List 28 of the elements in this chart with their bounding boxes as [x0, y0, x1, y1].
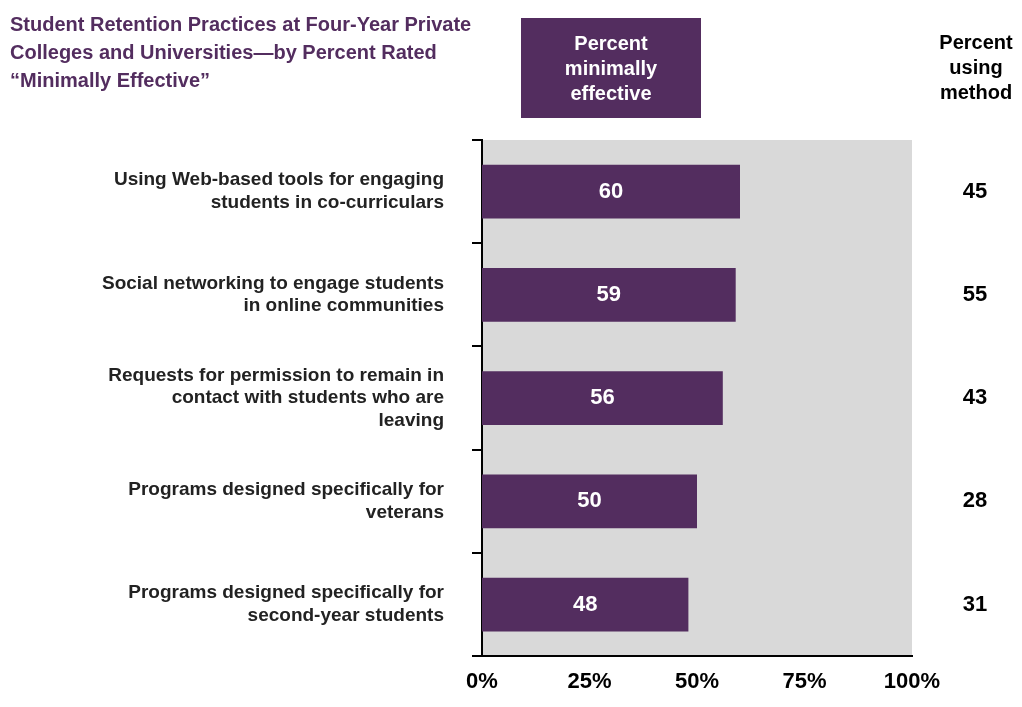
y-tick-label: Programs designed specifically for second-year students [128, 581, 445, 626]
x-tick-label: 50% [674, 668, 720, 694]
bar [482, 164, 740, 219]
text: 31 [962, 590, 988, 616]
data-label: 59 [596, 280, 622, 306]
x-tick-label: 25% [567, 668, 612, 694]
bar [482, 371, 723, 425]
data-label: 56 [590, 384, 615, 410]
text: Percent minimally effective [521, 18, 701, 118]
x-tick-label: 0% [466, 668, 498, 694]
text: 43 [962, 384, 988, 410]
text: Student Retention Practices at Four-Year Private Colleges and Universities—by Percent Rated “Minimally Effective” [10, 12, 473, 93]
data-label: 48 [572, 590, 598, 616]
bar [482, 474, 697, 529]
bar [482, 577, 689, 632]
data-label: 60 [598, 177, 624, 203]
text: 55 [962, 280, 988, 306]
text: 28 [962, 487, 988, 513]
y-tick-label: Requests for permission to remain in contact with students who are leaving [108, 363, 444, 431]
text: 45 [962, 177, 988, 203]
y-tick-label: Using Web-based tools for engaging students in co-curriculars [113, 168, 444, 213]
y-tick-label: Social networking to engage students in online communities [101, 271, 444, 316]
y-tick-label: Programs designed specifically for veterans [128, 478, 445, 522]
x-tick-label: 100% [883, 668, 941, 694]
bar [482, 268, 736, 322]
data-label: 50 [577, 487, 602, 513]
x-tick-label: 75% [782, 668, 827, 694]
text: Percent using method [938, 30, 1014, 105]
